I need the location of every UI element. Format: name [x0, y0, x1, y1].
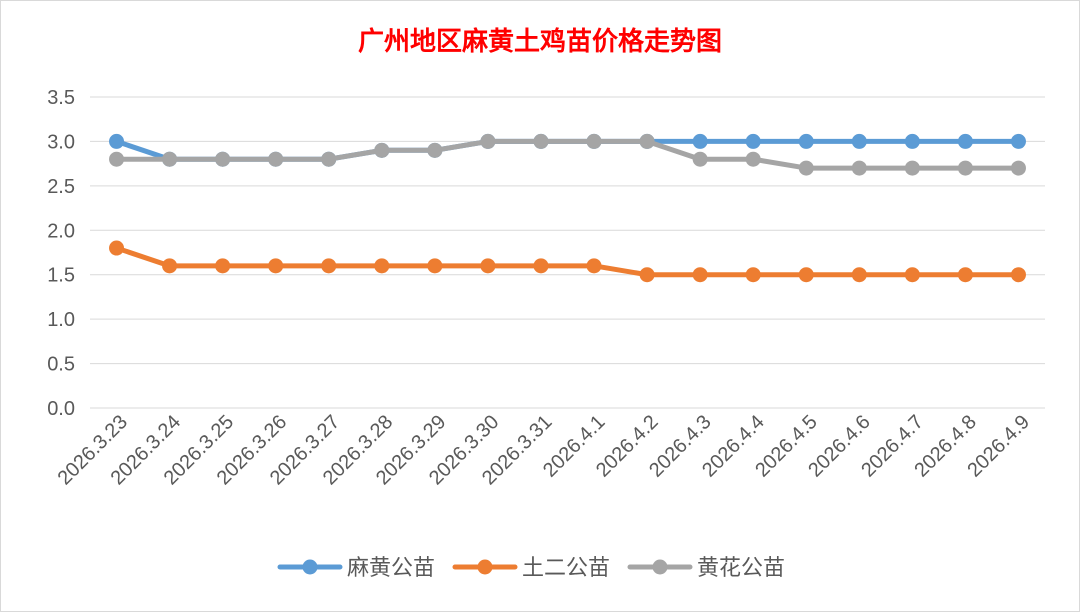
data-point — [639, 133, 655, 149]
data-point — [957, 267, 973, 283]
chart-title: 广州地区麻黄土鸡苗价格走势图 — [358, 26, 722, 57]
data-point — [904, 133, 920, 149]
data-point — [798, 133, 814, 149]
data-point — [851, 267, 867, 283]
data-point — [586, 258, 602, 274]
series-line — [114, 138, 1021, 171]
data-point — [692, 151, 708, 167]
y-tick-label: 2.5 — [47, 176, 75, 198]
y-axis-ticks: 0.0 0.5 1.0 1.5 2.0 2.5 3.0 3.5 — [47, 87, 75, 420]
data-point — [215, 258, 231, 274]
data-point — [109, 240, 125, 256]
y-tick-label: 3.0 — [47, 131, 75, 153]
data-point — [745, 267, 761, 283]
data-point — [374, 142, 390, 158]
data-point — [321, 258, 337, 274]
data-point — [851, 133, 867, 149]
data-point — [745, 151, 761, 167]
legend-label: 麻黄公苗 — [347, 556, 435, 581]
data-point — [798, 267, 814, 283]
data-point — [374, 258, 390, 274]
data-point — [533, 258, 549, 274]
data-point — [798, 160, 814, 176]
series-line — [114, 245, 1021, 278]
data-point — [745, 133, 761, 149]
data-point — [427, 142, 443, 158]
y-tick-label: 1.0 — [47, 309, 75, 331]
legend: 麻黄公苗 土二公苗 黄花公苗 — [277, 556, 785, 581]
data-point — [904, 267, 920, 283]
data-point — [480, 133, 496, 149]
y-tick-label: 0.0 — [47, 398, 75, 420]
series-layer — [109, 133, 1026, 283]
data-point — [586, 133, 602, 149]
legend-label: 土二公苗 — [522, 556, 610, 581]
data-point — [268, 258, 284, 274]
data-point — [692, 133, 708, 149]
data-point — [162, 151, 178, 167]
data-point — [957, 133, 973, 149]
data-point — [1010, 267, 1026, 283]
y-tick-label: 0.5 — [47, 354, 75, 376]
data-point — [162, 258, 178, 274]
legend-label: 黄花公苗 — [697, 556, 785, 581]
gridlines — [90, 96, 1045, 409]
data-point — [904, 160, 920, 176]
data-point — [427, 258, 443, 274]
data-point — [109, 133, 125, 149]
y-tick-label: 2.0 — [47, 220, 75, 242]
legend-item: 麻黄公苗 — [277, 556, 435, 581]
data-point — [533, 133, 549, 149]
data-point — [851, 160, 867, 176]
series-2 — [109, 240, 1026, 283]
y-tick-label: 1.5 — [47, 265, 75, 287]
data-point — [268, 151, 284, 167]
legend-marker — [302, 559, 318, 575]
data-point — [215, 151, 231, 167]
legend-item: 土二公苗 — [452, 556, 610, 581]
y-tick-label: 3.5 — [47, 87, 75, 109]
data-point — [321, 151, 337, 167]
data-point — [1010, 160, 1026, 176]
legend-marker — [652, 559, 668, 575]
data-point — [692, 267, 708, 283]
legend-item: 黄花公苗 — [627, 556, 785, 581]
series-3 — [109, 133, 1026, 176]
data-point — [109, 151, 125, 167]
data-point — [639, 267, 655, 283]
data-point — [957, 160, 973, 176]
data-point — [480, 258, 496, 274]
legend-marker — [477, 559, 493, 575]
data-point — [1010, 133, 1026, 149]
